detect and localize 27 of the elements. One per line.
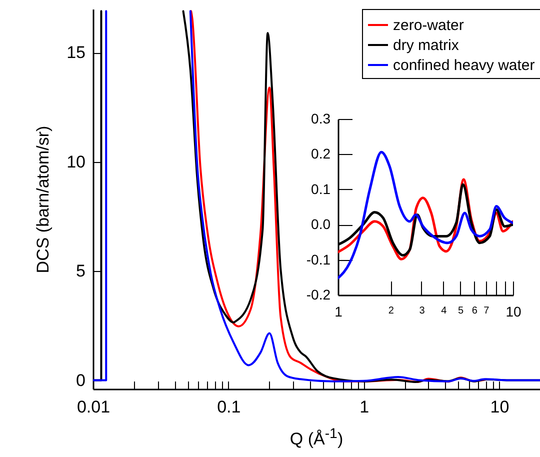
legend-label: zero-water: [393, 17, 464, 34]
x-tick-label: 7: [484, 306, 490, 316]
x-tick-label: 1: [334, 304, 343, 320]
x-axis-title: Q (Å$^{-1}$): [288, 426, 344, 450]
x-tick-label: 10: [490, 398, 510, 416]
x-tick-label: 2: [388, 306, 394, 316]
y-tick-label: 10: [66, 152, 86, 172]
x-tick-label: 0.01: [76, 398, 110, 416]
x-tick-label: 3: [419, 306, 426, 316]
x-tick-label: 1: [360, 398, 370, 416]
y-tick-label: 0.3: [311, 110, 331, 126]
y-tick-label: 0.0: [311, 216, 331, 232]
x-tick-label: 5: [458, 306, 464, 316]
y-tick-label: 0.1: [311, 180, 331, 197]
y-tick-label: -0.1: [306, 251, 331, 268]
x-tick-label: 4: [441, 306, 448, 316]
y-tick-label: 0.2: [311, 146, 331, 162]
y-axis-title: DCS (barn/atom/sr): [34, 126, 53, 274]
legend-label: dry matrix: [393, 37, 460, 54]
y-tick-label: -0.2: [306, 286, 331, 302]
y-tick-label: 15: [66, 43, 86, 62]
x-tick-label: 10: [506, 304, 522, 320]
y-tick-label: 5: [76, 262, 86, 281]
x-tick-label: 0.1: [217, 398, 241, 416]
y-tick-label: 0: [76, 370, 86, 390]
x-tick-label: 6: [472, 306, 478, 316]
legend-label: confined heavy water: [393, 57, 535, 74]
